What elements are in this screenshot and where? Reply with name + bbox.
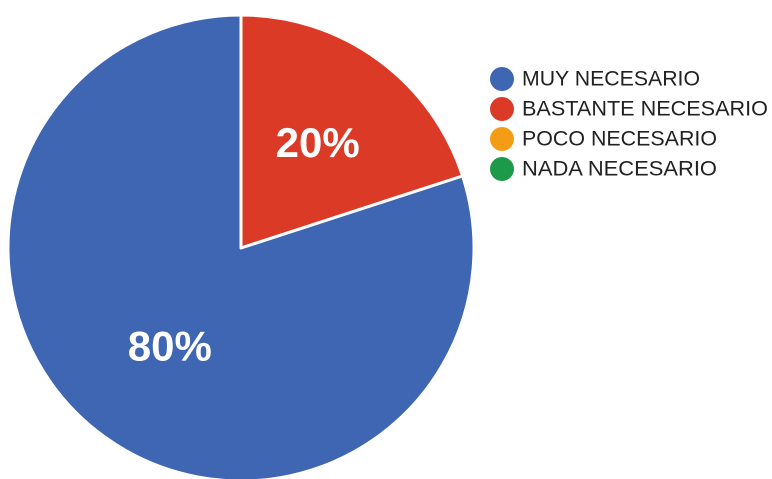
pie-slice-muy-necesario xyxy=(6,13,476,479)
legend-label-bastante-necesario: BASTANTE NECESARIO xyxy=(522,98,768,121)
legend-label-nada-necesario: NADA NECESARIO xyxy=(522,158,717,181)
pie-slice-bastante-necesario xyxy=(239,13,465,250)
legend-label-muy-necesario: MUY NECESARIO xyxy=(522,68,700,91)
legend-swatch-bastante-necesario xyxy=(490,97,514,121)
legend-swatch-muy-necesario xyxy=(490,67,514,91)
legend-label-poco-necesario: POCO NECESARIO xyxy=(522,128,717,151)
pie-slices xyxy=(6,13,476,479)
legend-item-nada-necesario: NADA NECESARIO xyxy=(490,157,717,181)
slice-label-muy-necesario: 80% xyxy=(128,323,212,370)
legend-swatch-nada-necesario xyxy=(490,157,514,181)
legend-swatch-poco-necesario xyxy=(490,127,514,151)
slice-labels: 20% 80% xyxy=(128,119,360,370)
legend: MUY NECESARIO BASTANTE NECESARIO POCO NECE… xyxy=(490,67,768,181)
legend-item-bastante-necesario: BASTANTE NECESARIO xyxy=(490,97,768,121)
legend-item-poco-necesario: POCO NECESARIO xyxy=(490,127,717,151)
legend-item-muy-necesario: MUY NECESARIO xyxy=(490,67,700,91)
slice-label-bastante-necesario: 20% xyxy=(276,119,360,166)
